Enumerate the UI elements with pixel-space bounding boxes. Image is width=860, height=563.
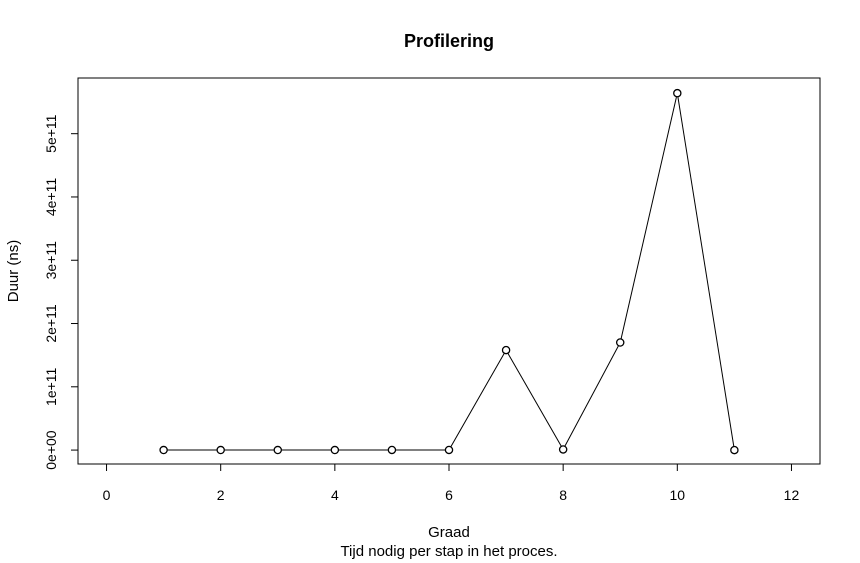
data-point (444, 445, 454, 455)
series-line-group (167, 96, 735, 451)
series-points-group (159, 88, 739, 455)
series-segment (507, 353, 562, 447)
series-segment (677, 97, 735, 447)
plot-frame (77, 77, 821, 465)
x-tick-label: 10 (670, 487, 686, 503)
y-tick-label: 2e+11 (43, 304, 59, 342)
data-point (330, 445, 340, 455)
x-tick-label: 4 (331, 487, 339, 503)
x-tick-label: 6 (445, 487, 453, 503)
data-point (159, 445, 168, 455)
data-point (615, 338, 625, 347)
y-tick-label: 5e+11 (43, 114, 59, 152)
y-axis: 0e+00 1e+11 2e+11 3e+11 4e+11 5e+11 (43, 114, 79, 470)
data-point (387, 445, 397, 455)
data-point (673, 88, 682, 98)
data-point (558, 445, 568, 454)
chart-title: Profilering (404, 31, 494, 51)
data-point (730, 445, 739, 455)
y-tick-label: 0e+00 (43, 430, 59, 470)
series-segment (564, 345, 619, 447)
y-tick-label: 1e+11 (43, 367, 59, 405)
y-tick-label: 4e+11 (43, 178, 59, 216)
data-point (216, 445, 225, 455)
series-segment (620, 96, 677, 339)
y-axis-label: Duur (ns) (5, 240, 22, 303)
x-axis: 0 2 4 6 8 10 12 (103, 463, 800, 503)
x-axis-label: Graad (428, 524, 470, 541)
x-tick-label: 0 (103, 487, 111, 503)
data-point (273, 445, 283, 455)
x-tick-label: 8 (559, 487, 567, 503)
chart-subtitle: Tijd nodig per stap in het proces. (340, 543, 557, 560)
y-tick-label: 3e+11 (43, 241, 59, 279)
x-tick-label: 12 (784, 487, 800, 503)
data-point (501, 345, 511, 355)
series-segment (450, 353, 505, 447)
x-tick-label: 2 (217, 487, 225, 503)
